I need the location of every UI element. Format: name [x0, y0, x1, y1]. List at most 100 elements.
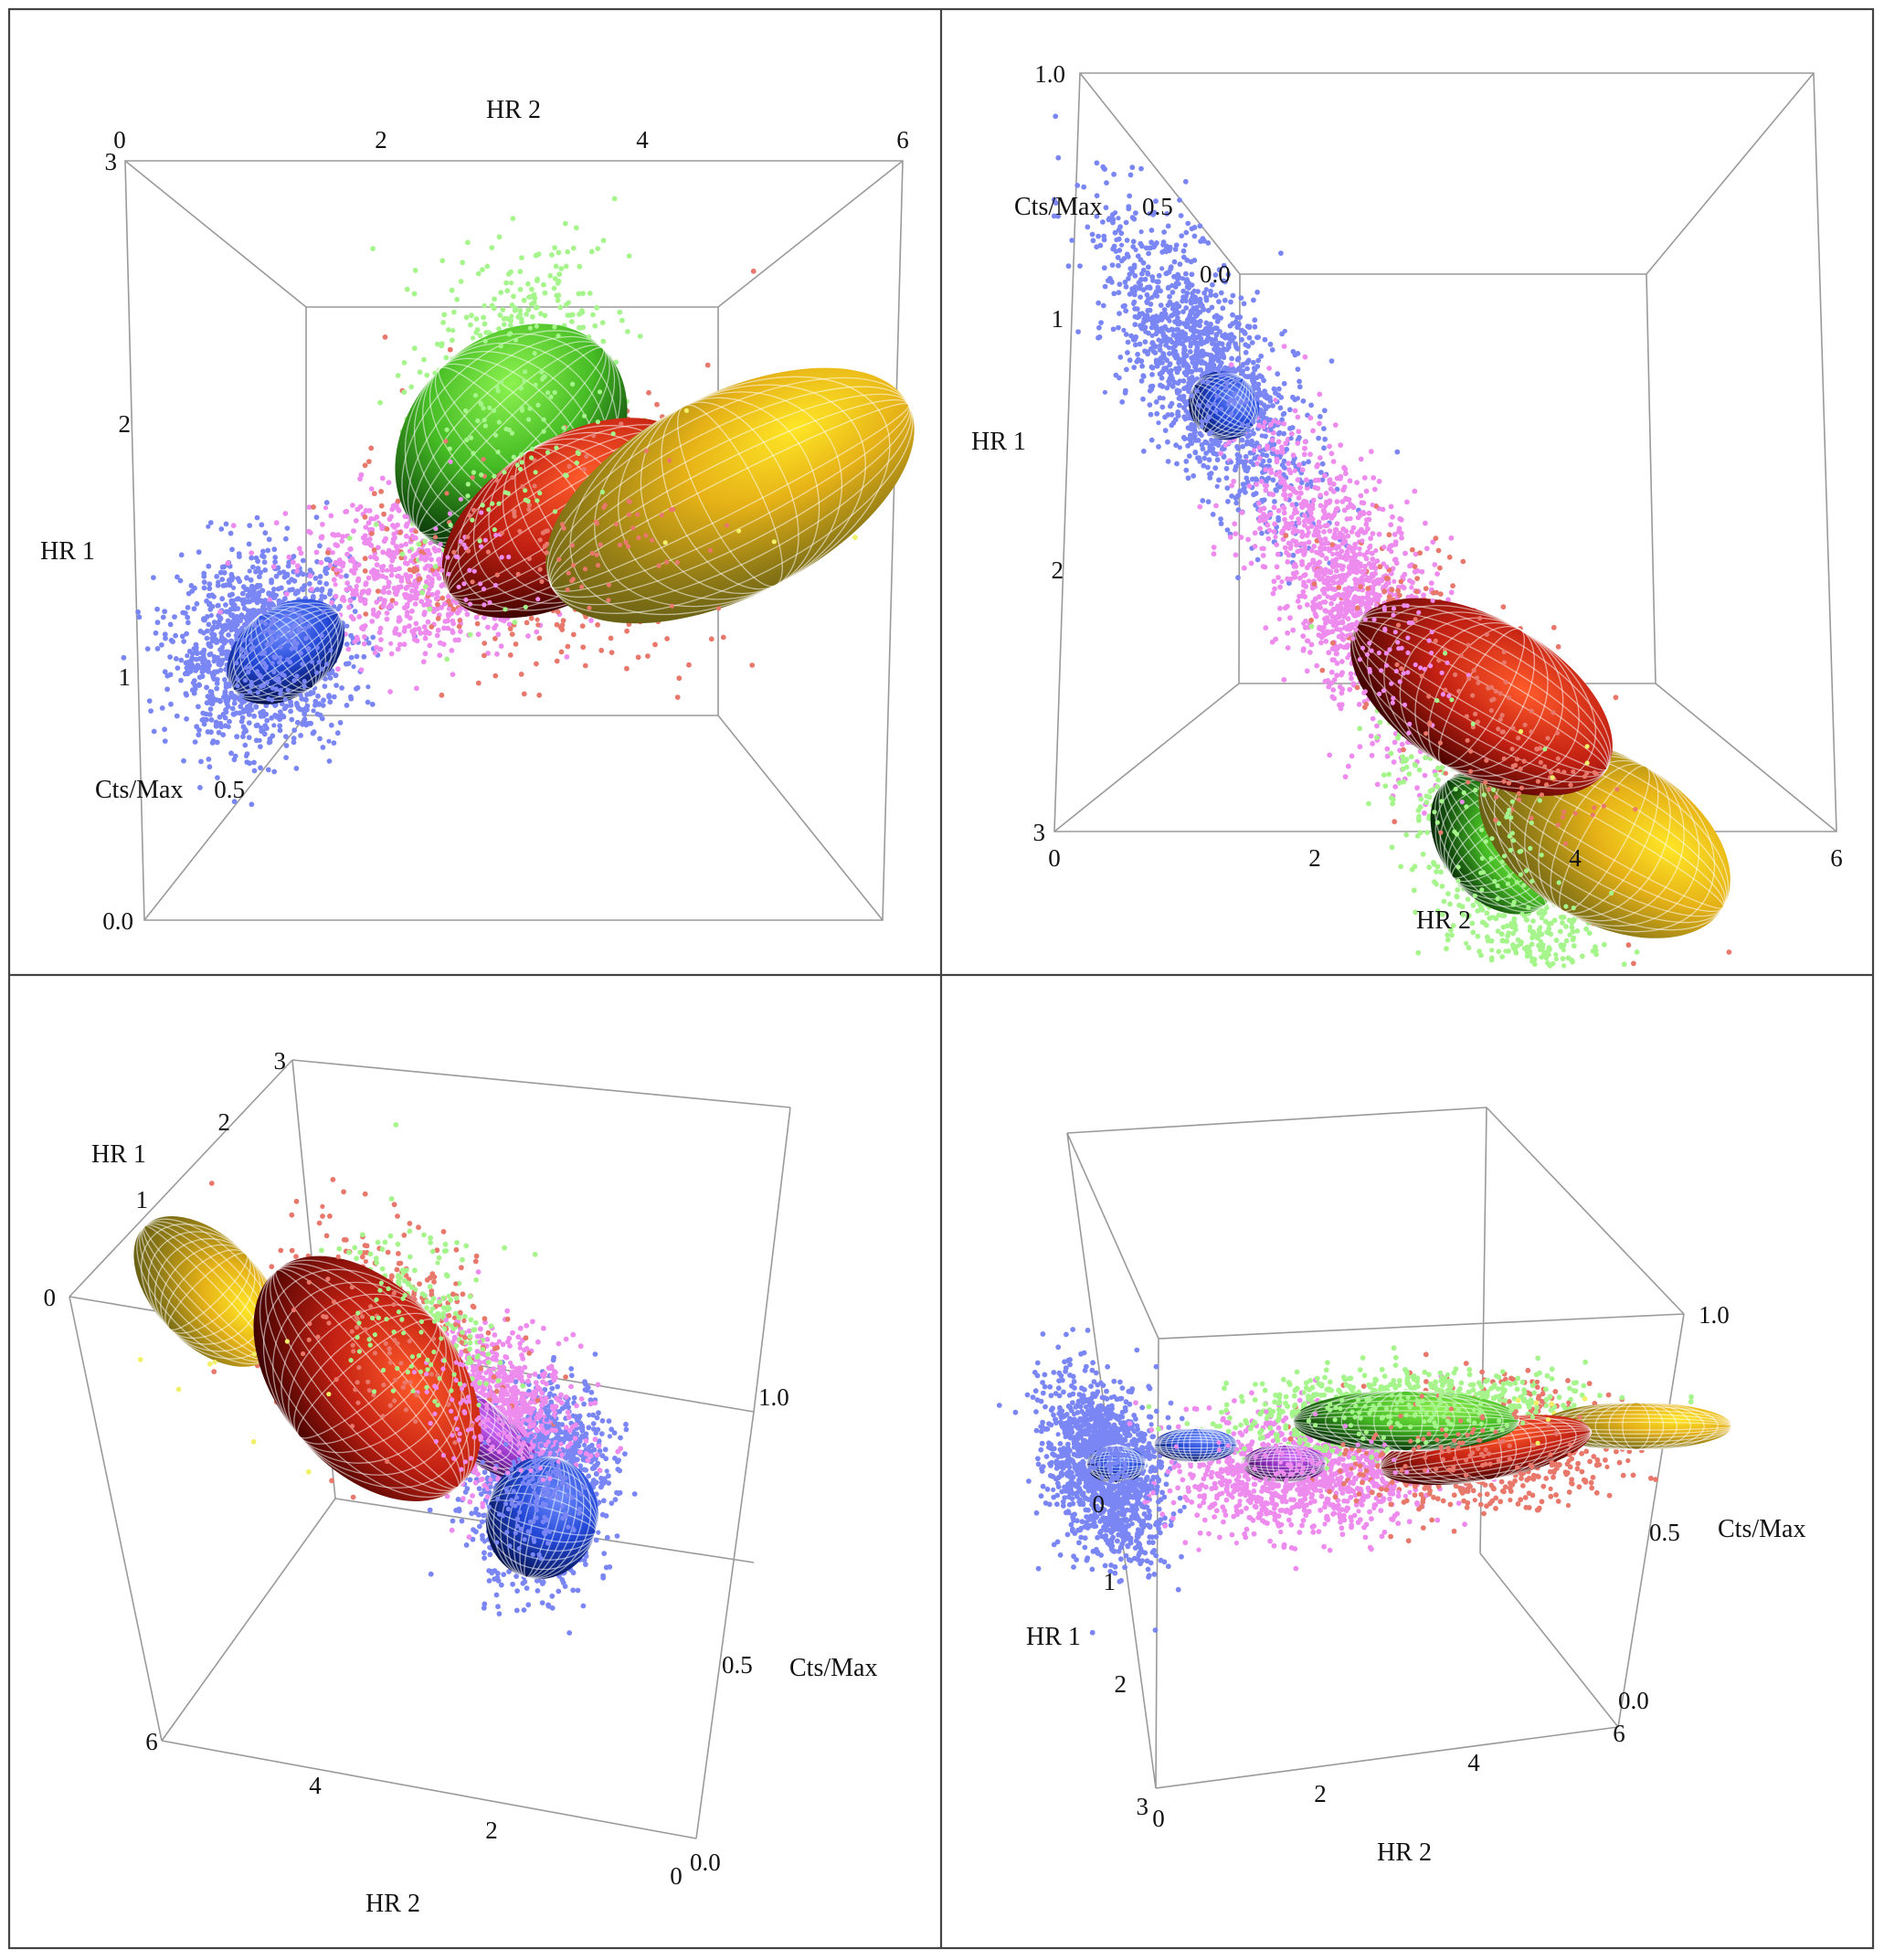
data-point: [362, 540, 367, 546]
data-point: [297, 612, 302, 619]
data-point: [1065, 263, 1072, 270]
data-point: [271, 768, 278, 775]
data-point: [528, 615, 535, 621]
data-point: [422, 538, 429, 545]
data-point: [251, 594, 257, 599]
data-point: [571, 563, 577, 568]
data-point: [512, 620, 518, 625]
data-point: [533, 470, 538, 475]
data-point: [189, 588, 196, 594]
data-point: [237, 710, 243, 716]
data-point: [458, 496, 463, 502]
data-point: [387, 689, 393, 694]
data-point: [189, 655, 196, 661]
data-point: [482, 652, 487, 659]
data-point: [1230, 312, 1235, 318]
data-point: [517, 312, 524, 317]
data-point: [720, 634, 726, 641]
data-point: [217, 609, 224, 615]
data-point: [513, 641, 519, 647]
data-point: [217, 615, 224, 621]
data-point: [196, 549, 202, 556]
data-point: [377, 399, 383, 406]
data-point: [168, 701, 174, 707]
data-point: [351, 559, 357, 565]
data-point: [280, 672, 285, 677]
data-point: [247, 568, 252, 574]
p1-z-axis-label: Cts/Max: [95, 776, 183, 804]
data-point: [291, 736, 297, 741]
data-point: [384, 616, 390, 622]
data-point: [443, 355, 450, 361]
data-point: [450, 328, 456, 334]
data-point: [579, 584, 585, 589]
data-point: [527, 325, 534, 331]
data-point: [465, 239, 471, 246]
data-point: [498, 290, 504, 295]
data-point: [479, 472, 484, 478]
data-point: [300, 662, 305, 667]
data-point: [1277, 405, 1284, 411]
data-point: [456, 584, 461, 589]
data-point: [264, 717, 270, 724]
data-point: [247, 599, 252, 605]
data-point: [291, 678, 297, 683]
data-point: [206, 586, 213, 591]
data-point: [388, 572, 395, 578]
data-point: [234, 636, 239, 641]
data-point: [475, 270, 482, 277]
data-point: [276, 675, 281, 682]
data-point: [235, 622, 240, 628]
p1-y-tick: 2: [119, 410, 132, 438]
data-point: [162, 738, 168, 744]
data-point: [238, 646, 245, 652]
data-point: [360, 535, 366, 541]
data-point: [271, 654, 277, 660]
data-point: [358, 667, 365, 673]
data-point: [535, 251, 542, 258]
data-point: [302, 626, 308, 631]
data-point: [465, 535, 471, 540]
data-point: [456, 637, 461, 643]
data-point: [581, 466, 587, 472]
data-point: [378, 596, 384, 602]
data-point: [652, 641, 658, 648]
data-point: [393, 567, 398, 573]
data-point: [297, 546, 302, 552]
data-point: [429, 624, 435, 630]
data-point: [258, 744, 263, 749]
data-point: [257, 574, 262, 580]
data-point: [421, 602, 427, 608]
data-point: [683, 408, 690, 413]
data-point: [439, 567, 445, 573]
data-point: [269, 622, 274, 628]
data-point: [185, 620, 191, 626]
data-point: [494, 478, 501, 483]
data-point: [582, 567, 588, 572]
data-point: [543, 529, 548, 535]
data-point: [559, 622, 566, 628]
data-point: [412, 627, 418, 632]
data-point: [291, 559, 296, 566]
data-point: [397, 530, 403, 535]
data-point: [246, 541, 252, 547]
data-point: [312, 698, 319, 705]
data-point: [151, 728, 157, 735]
data-point: [286, 554, 292, 560]
data-point: [333, 559, 339, 566]
data-point: [293, 766, 300, 771]
data-point: [220, 732, 227, 737]
data-point: [294, 673, 300, 679]
data-point: [146, 698, 153, 704]
data-point: [204, 635, 210, 641]
data-point: [204, 700, 210, 706]
data-point: [277, 727, 283, 734]
data-point: [197, 785, 203, 790]
data-point: [320, 745, 326, 750]
data-point: [595, 246, 601, 251]
data-point: [624, 665, 630, 672]
data-point: [1126, 206, 1132, 212]
data-point: [1146, 250, 1151, 257]
data-point: [347, 546, 354, 552]
data-point: [386, 480, 392, 485]
